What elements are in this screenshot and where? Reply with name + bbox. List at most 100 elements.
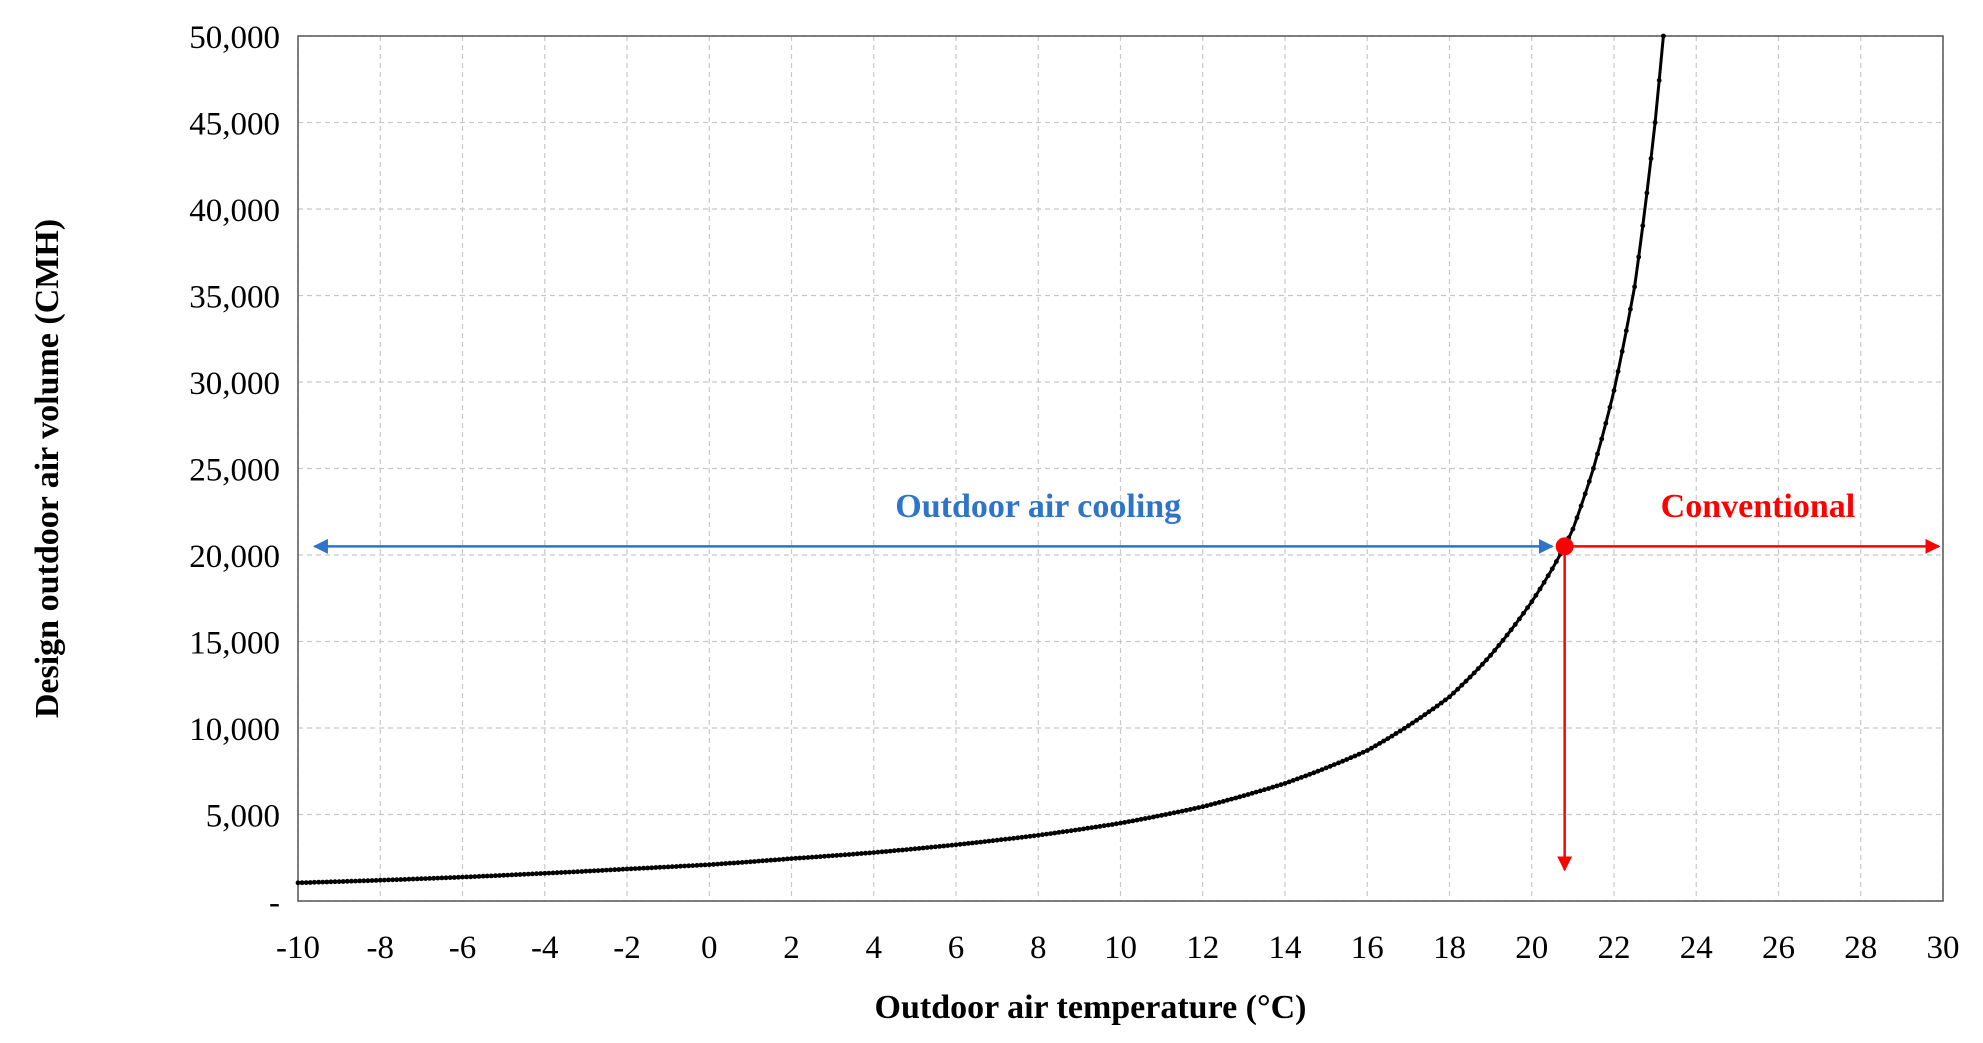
- data-point: [908, 846, 914, 852]
- data-point: [406, 876, 412, 882]
- x-tick-label: 16: [1351, 930, 1384, 966]
- data-point: [1035, 832, 1041, 838]
- data-point: [1373, 743, 1378, 749]
- data-point: [1307, 771, 1313, 777]
- data-point: [1241, 793, 1247, 799]
- data-point: [863, 850, 868, 856]
- data-point: [920, 845, 926, 851]
- data-point: [316, 879, 321, 885]
- data-point: [1114, 821, 1119, 827]
- data-point: [1475, 666, 1481, 671]
- data-point: [410, 876, 416, 882]
- data-point: [1484, 657, 1489, 663]
- data-point: [1488, 652, 1493, 658]
- data-point: [1077, 827, 1082, 832]
- data-point: [1179, 808, 1185, 814]
- data-point: [608, 867, 613, 873]
- data-point: [1274, 783, 1280, 789]
- data-point: [546, 870, 552, 876]
- data-point: [793, 855, 798, 861]
- data-point: [990, 838, 996, 844]
- data-point: [1377, 741, 1382, 746]
- data-point: [1081, 826, 1086, 832]
- data-point: [875, 849, 881, 855]
- data-point: [698, 862, 704, 868]
- x-tick-label: -4: [531, 930, 559, 966]
- data-point: [1504, 632, 1510, 638]
- y-tick-label: 40,000: [189, 193, 280, 229]
- data-point: [517, 872, 523, 877]
- data-point: [1052, 830, 1058, 836]
- data-point: [854, 851, 860, 857]
- data-point: [822, 853, 827, 859]
- data-point: [1496, 643, 1502, 648]
- data-point: [1023, 834, 1029, 840]
- data-point: [785, 856, 790, 862]
- data-point: [883, 849, 889, 854]
- data-point: [678, 863, 683, 869]
- data-point: [1319, 767, 1325, 772]
- y-tick-label: 15,000: [189, 626, 280, 662]
- data-point: [1159, 812, 1164, 818]
- data-point: [924, 845, 930, 850]
- y-tick-label: 5,000: [206, 799, 280, 835]
- data-point: [711, 862, 716, 867]
- data-point: [682, 863, 687, 869]
- x-tick-label: 0: [701, 930, 718, 966]
- data-point: [1126, 819, 1132, 824]
- data-point: [423, 876, 428, 881]
- data-point: [1122, 820, 1127, 825]
- data-point: [706, 862, 712, 868]
- data-point: [353, 878, 358, 884]
- data-point: [661, 864, 667, 870]
- data-point: [1344, 757, 1350, 762]
- data-point: [686, 863, 692, 869]
- data-point: [735, 860, 741, 866]
- data-point: [760, 858, 766, 864]
- data-point: [961, 841, 967, 847]
- data-point: [1517, 616, 1522, 622]
- data-point: [649, 865, 655, 871]
- x-tick-label: -8: [367, 930, 395, 966]
- data-point: [1311, 770, 1317, 776]
- data-point: [1282, 781, 1288, 786]
- data-point: [1434, 703, 1440, 709]
- data-point: [476, 874, 482, 879]
- data-point: [715, 861, 720, 867]
- data-point: [1019, 834, 1025, 840]
- data-point: [1340, 758, 1345, 764]
- y-tick-label: 45,000: [189, 107, 280, 143]
- data-point: [513, 872, 519, 878]
- data-point: [986, 838, 992, 844]
- data-point: [365, 878, 371, 884]
- plot-area-border: [297, 35, 1944, 902]
- data-point: [1003, 836, 1008, 842]
- data-point: [1574, 515, 1580, 521]
- data-point: [1085, 825, 1090, 831]
- data-point: [1011, 835, 1016, 841]
- data-point: [1093, 824, 1099, 830]
- data-point: [1628, 306, 1633, 312]
- data-point: [1533, 593, 1539, 598]
- data-point: [859, 851, 864, 856]
- data-point: [1044, 831, 1049, 837]
- data-point: [501, 872, 506, 878]
- y-axis-ticks: - 5,000 10,000 15,000 20,000 25,000 30,000 35,0…: [189, 20, 280, 921]
- data-point: [1438, 700, 1444, 706]
- x-tick-label: 28: [1844, 930, 1877, 966]
- data-point: [1229, 796, 1234, 802]
- data-point: [748, 859, 753, 865]
- data-point: [369, 878, 375, 883]
- data-point: [324, 879, 330, 885]
- data-point: [1336, 760, 1341, 766]
- data-point: [505, 872, 511, 878]
- data-point: [657, 864, 663, 870]
- data-point: [534, 871, 539, 877]
- data-point: [957, 841, 963, 847]
- data-point: [879, 849, 885, 855]
- data-point: [1031, 833, 1037, 839]
- y-tick-label: 25,000: [189, 453, 280, 489]
- data-point: [431, 875, 437, 881]
- data-point: [1471, 670, 1477, 676]
- data-point: [1352, 753, 1358, 759]
